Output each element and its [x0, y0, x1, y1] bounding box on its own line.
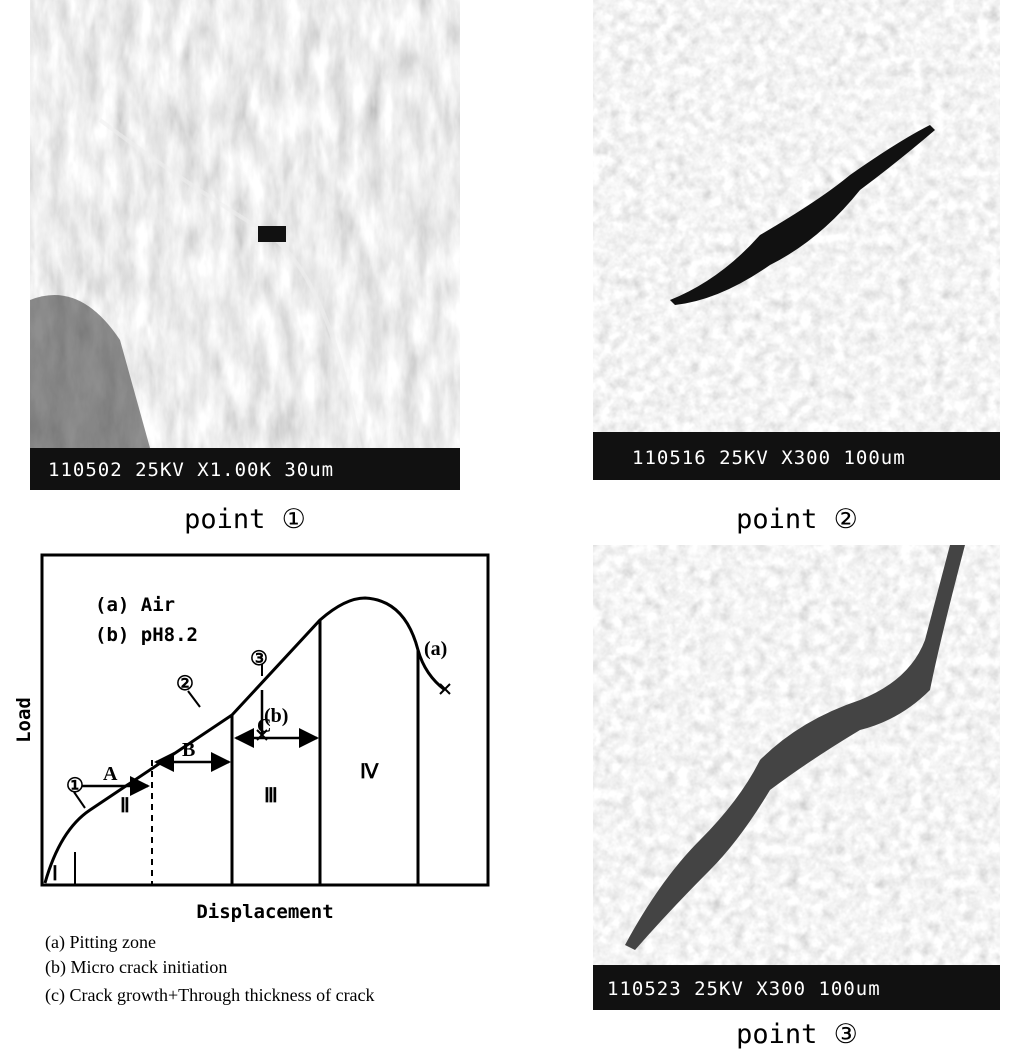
note: (b) Micro crack initiation: [45, 957, 227, 978]
zone-label: Ⅰ: [52, 863, 58, 885]
legend-entry: (a) Air: [95, 594, 175, 616]
legend-entry: (b) pH8.2: [95, 624, 198, 646]
range-label: C: [257, 715, 271, 737]
scale-bar-text: 110502 25KV X1.00K 30um: [48, 459, 334, 481]
caption: point ③: [736, 1019, 858, 1050]
point-marker: ③: [250, 648, 268, 670]
y-axis-label: Load: [13, 697, 35, 743]
x-axis-label: Displacement: [196, 901, 333, 923]
note: (c) Crack growth+Through thickness of cr…: [45, 983, 490, 1007]
sem-image-3: 110523 25KV X300 100um: [593, 545, 1000, 1010]
caption: point ②: [736, 504, 858, 535]
note-wrap: (c) Crack growth+Through thickness of cr…: [45, 983, 490, 1043]
zone-label: Ⅱ: [120, 795, 130, 817]
point-marker: ②: [176, 673, 194, 695]
note: (a) Pitting zone: [45, 932, 156, 953]
sem-image-2: 110516 25KV X300 100um: [593, 0, 1000, 480]
zone-label: Ⅳ: [360, 761, 379, 783]
curve-label: (a): [424, 638, 447, 660]
zone-label: Ⅲ: [264, 785, 278, 807]
sem-image-1: 110502 25KV X1.00K 30um: [30, 0, 460, 490]
range-label: B: [182, 739, 195, 761]
caption: point ①: [184, 504, 306, 535]
scale-bar-text: 110516 25KV X300 100um: [632, 447, 906, 469]
scale-bar-text: 110523 25KV X300 100um: [607, 978, 881, 1000]
figure: 110502 25KV X1.00K 30um point ① 110516 2…: [0, 0, 1016, 1061]
point-marker: ①: [66, 775, 84, 797]
range-label: A: [103, 763, 118, 785]
